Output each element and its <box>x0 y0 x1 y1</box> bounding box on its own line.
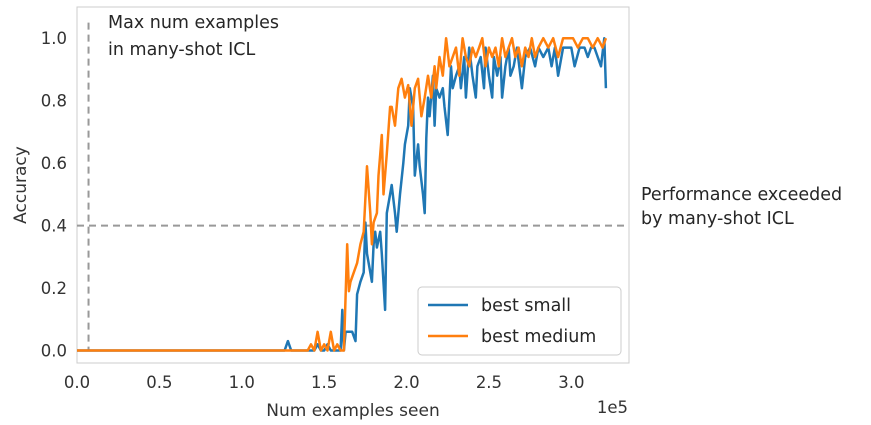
vertical-reference-annotation-line-2: in many-shot ICL <box>108 40 255 60</box>
legend-label-best-small: best small <box>481 296 571 316</box>
horizontal-reference-annotation-line-2: by many-shot ICL <box>641 209 794 229</box>
legend-label-best-medium: best medium <box>481 327 596 347</box>
x-tick-label: 3.0 <box>558 373 584 392</box>
vertical-reference-annotation: Max num examples in many-shot ICL <box>108 13 285 60</box>
horizontal-reference-annotation-line-1: Performance exceeded <box>641 185 842 205</box>
x-tick-label: 2.0 <box>393 373 419 392</box>
horizontal-reference-annotation: Performance exceeded by many-shot ICL <box>641 185 848 229</box>
legend-box <box>417 286 622 356</box>
y-tick-label: 0.0 <box>41 342 67 361</box>
y-axis-ticks: 0.0 0.2 0.4 0.6 0.8 1.0 <box>41 29 67 360</box>
series-group <box>77 36 608 352</box>
y-tick-label: 0.2 <box>41 279 67 298</box>
x-axis-label: Num examples seen <box>266 401 439 421</box>
x-axis-offset-label: 1e5 <box>597 398 628 417</box>
x-tick-label: 2.5 <box>476 373 502 392</box>
series-line-best-medium <box>77 36 608 352</box>
plot-frame <box>76 6 630 364</box>
legend: best small best medium <box>417 286 622 356</box>
x-tick-label: 1.0 <box>229 373 255 392</box>
y-tick-label: 0.6 <box>41 154 67 173</box>
x-axis-ticks: 0.0 0.5 1.0 1.5 2.0 2.5 3.0 <box>64 373 585 392</box>
y-tick-label: 0.4 <box>41 217 67 236</box>
x-tick-label: 0.5 <box>146 373 172 392</box>
y-axis-label: Accuracy <box>11 146 31 224</box>
y-tick-label: 1.0 <box>41 29 67 48</box>
x-tick-label: 0.0 <box>64 373 90 392</box>
x-tick-label: 1.5 <box>311 373 337 392</box>
vertical-reference-annotation-line-1: Max num examples <box>108 13 279 33</box>
y-tick-label: 0.8 <box>41 92 67 111</box>
